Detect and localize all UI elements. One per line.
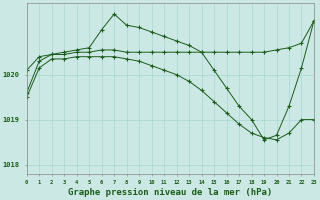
- X-axis label: Graphe pression niveau de la mer (hPa): Graphe pression niveau de la mer (hPa): [68, 188, 272, 197]
